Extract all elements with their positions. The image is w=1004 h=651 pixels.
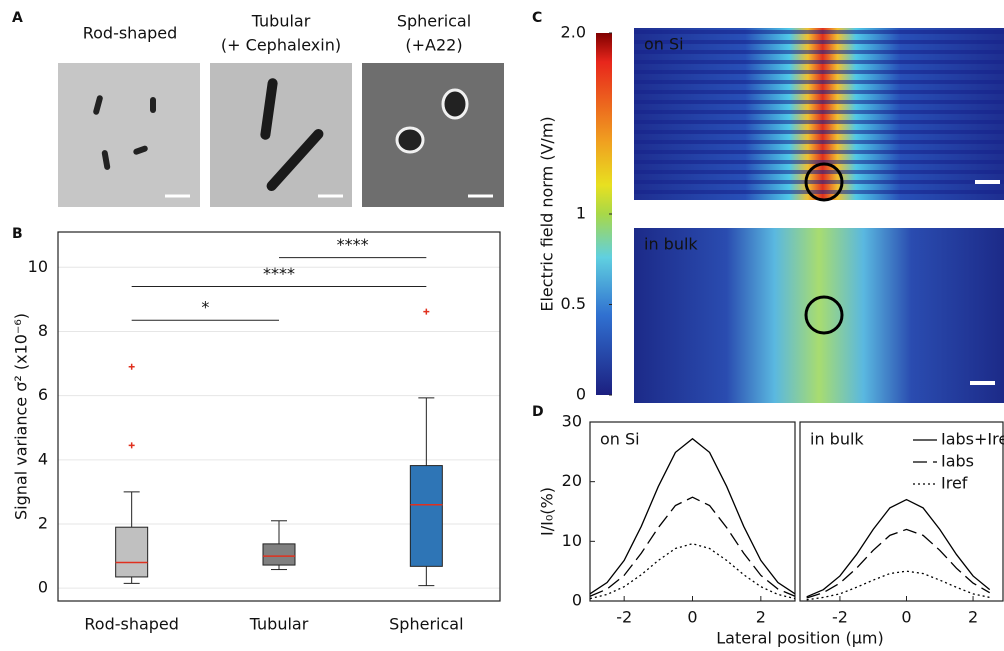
y-tick-label: 2	[38, 513, 48, 532]
colorbar-label: Electric field norm (V/m)	[538, 116, 557, 311]
significance-label: *	[201, 298, 209, 317]
y-tick-label: 10	[562, 531, 582, 550]
colorbar-tick-label: 2.0	[561, 23, 586, 42]
line-series	[589, 543, 796, 600]
y-axis-label: Signal variance σ² (x10⁻⁶)	[12, 313, 31, 520]
colorbar-tick-label: 1	[576, 204, 586, 223]
micrograph	[210, 63, 352, 207]
plot-frame	[799, 421, 1004, 602]
panel-annotation: on Si	[644, 35, 684, 54]
outlier	[128, 363, 135, 370]
x-tick-label: 0	[901, 608, 911, 627]
line-series	[589, 496, 796, 597]
y-tick-label: 10	[28, 257, 48, 276]
line-series	[806, 528, 991, 599]
y-tick-label: 20	[562, 471, 582, 490]
x-tick-label: 2	[756, 608, 766, 627]
outlier	[423, 308, 430, 315]
line-series	[806, 498, 991, 598]
colorbar-tick-label: 0	[576, 385, 586, 404]
y-tick-label: 4	[38, 449, 48, 468]
image-title: (+A22)	[405, 36, 462, 55]
x-axis-label: Lateral position (μm)	[716, 629, 883, 648]
box	[262, 543, 296, 566]
legend-label: Iref	[941, 474, 968, 493]
x-tick-label: 2	[968, 608, 978, 627]
line-series	[806, 570, 990, 601]
field-map	[634, 228, 1004, 403]
image-title: Spherical	[397, 12, 471, 31]
x-tick-label: Rod-shaped	[84, 615, 179, 634]
plot-frame	[589, 421, 796, 602]
legend-label: Iabs	[941, 452, 974, 471]
image-title: (+ Cephalexin)	[221, 36, 341, 55]
image-title: Tubular	[251, 12, 311, 31]
plot-frame	[57, 231, 501, 602]
colorbar-tick-label: 0.5	[561, 294, 586, 313]
panel-annotation: on Si	[600, 430, 640, 449]
image-title: Rod-shaped	[83, 24, 178, 43]
y-tick-label: 30	[562, 412, 582, 431]
panel-label: C	[532, 10, 542, 26]
outlier	[128, 442, 135, 449]
significance-label: ****	[337, 235, 369, 254]
y-tick-label: 0	[572, 591, 582, 610]
panel-label: A	[12, 10, 23, 26]
x-tick-label: 0	[687, 608, 697, 627]
x-tick-label: Tubular	[249, 615, 309, 634]
panel-annotation: in bulk	[644, 235, 698, 254]
line-series	[589, 437, 796, 595]
x-tick-label: -2	[616, 608, 632, 627]
colorbar	[596, 33, 612, 395]
y-tick-label: 0	[38, 578, 48, 597]
panel-label: D	[532, 404, 544, 420]
x-tick-label: -2	[832, 608, 848, 627]
y-tick-label: 6	[38, 385, 48, 404]
y-tick-label: 8	[38, 321, 48, 340]
field-map	[634, 28, 1004, 202]
box	[409, 465, 443, 567]
x-tick-label: Spherical	[389, 615, 463, 634]
micrograph	[362, 63, 504, 207]
box	[115, 526, 149, 578]
panel-annotation: in bulk	[810, 430, 864, 449]
y-axis-label: I/I₀(%)	[538, 487, 557, 536]
legend-label: Iabs+Iref	[941, 430, 1004, 449]
micrograph	[58, 63, 200, 207]
panel-label: B	[12, 226, 23, 242]
significance-label: ****	[263, 264, 295, 283]
